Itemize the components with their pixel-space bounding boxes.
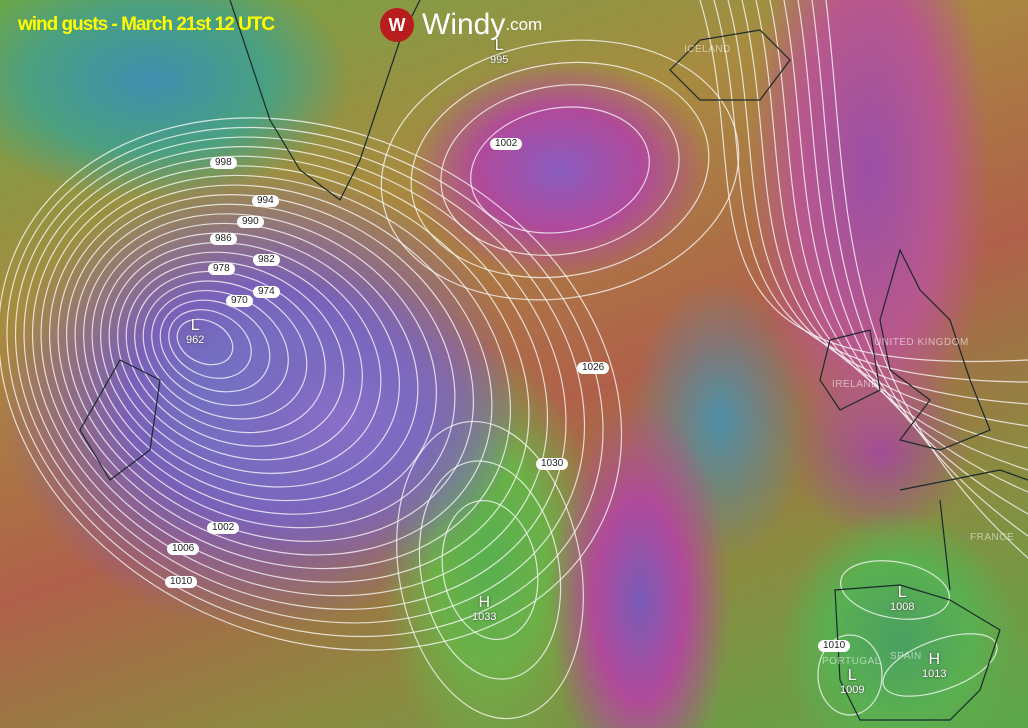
isobar-label: 974 xyxy=(253,286,280,298)
high-pressure-center: H 1033 xyxy=(472,594,497,624)
isobar-line xyxy=(31,155,549,597)
isobar-label: 982 xyxy=(253,254,280,266)
isobar-line xyxy=(441,499,539,641)
isobar-line xyxy=(825,0,1028,559)
country-label-portugal: PORTUGAL xyxy=(822,656,881,667)
isobar-line xyxy=(117,251,363,461)
logo-domain: .com xyxy=(505,15,543,34)
isobar-line xyxy=(440,84,680,256)
isobar-line xyxy=(40,165,530,583)
isobar-label: 1006 xyxy=(167,543,200,555)
coast-france xyxy=(899,469,1028,591)
windy-logo[interactable]: W Windy .com xyxy=(380,8,542,42)
isobar-line xyxy=(108,242,382,474)
isobar-line xyxy=(134,270,326,434)
country-label-france: FRANCE xyxy=(970,532,1015,543)
isobar-label: 1030 xyxy=(536,458,569,470)
isobar-line xyxy=(74,203,456,529)
isobar-line xyxy=(396,420,584,720)
isobar-line xyxy=(159,299,271,393)
isobar-line xyxy=(755,0,1028,449)
isobar-line xyxy=(783,0,1028,493)
isobar-line xyxy=(713,0,1028,383)
country-label-spain: SPAIN xyxy=(890,651,922,662)
map-title: wind gusts - March 21st 12 UTC xyxy=(18,14,275,35)
country-label-ireland: IRELAND xyxy=(832,379,879,390)
low-pressure-center: L 995 xyxy=(490,37,509,67)
isobar-line xyxy=(882,633,998,697)
isobar-label: 998 xyxy=(210,157,237,169)
isobar-line xyxy=(83,213,437,515)
coast-ireland xyxy=(819,329,881,411)
logo-text: Windy xyxy=(422,8,506,41)
isobar-label: 1010 xyxy=(818,640,851,652)
isobar-line xyxy=(418,460,562,680)
isobar-line xyxy=(142,280,308,420)
isobar-line xyxy=(57,184,493,556)
low-pressure-center: L 1009 xyxy=(840,667,865,697)
country-label-uk: UNITED KINGDOM xyxy=(874,337,969,348)
isobar-label: 1010 xyxy=(165,576,198,588)
isobar-line xyxy=(410,61,710,279)
coast-newfoundland xyxy=(79,359,161,481)
isobar-line xyxy=(23,146,567,610)
isobar-line xyxy=(769,0,1028,471)
coastlines xyxy=(79,0,1028,721)
coast-iberia xyxy=(834,584,1001,721)
low-pressure-center: L 1008 xyxy=(890,584,915,614)
coast-iceland xyxy=(669,29,791,101)
isobar-label: 1002 xyxy=(207,522,240,534)
isobar-line xyxy=(380,39,740,301)
isobar-label: 970 xyxy=(226,295,253,307)
isobar-line xyxy=(168,309,252,379)
isobar-line xyxy=(65,194,475,542)
isobar-line xyxy=(176,318,234,366)
isobar-line xyxy=(817,634,883,716)
high-pressure-center: H 1013 xyxy=(922,651,947,681)
coast-uk xyxy=(879,248,991,451)
isobar-line xyxy=(699,0,1028,362)
isobar-label: 1026 xyxy=(577,362,610,374)
isobar-label: 978 xyxy=(208,263,235,275)
isobar-line xyxy=(6,126,604,638)
isobar-line xyxy=(797,0,1028,515)
isobar-line xyxy=(91,222,419,502)
isobar-line xyxy=(741,0,1028,427)
country-label-iceland: ICELAND xyxy=(684,44,731,55)
windy-logo-icon: W xyxy=(380,8,414,42)
isobar-label: 990 xyxy=(237,216,264,228)
isobar-line xyxy=(727,0,1028,405)
isobar-line xyxy=(14,136,586,624)
low-pressure-center: L 962 xyxy=(186,317,205,347)
isobar-line xyxy=(125,261,345,447)
isobar-label: 1002 xyxy=(490,138,523,150)
isobar-label: 994 xyxy=(252,195,279,207)
isobar-line xyxy=(100,232,400,488)
coast-greenland xyxy=(229,0,421,201)
isobar-line xyxy=(470,106,650,234)
isobar-line xyxy=(151,289,289,407)
isobar-label: 986 xyxy=(210,233,237,245)
isobar-line xyxy=(48,174,512,570)
isobar-line xyxy=(811,0,1028,537)
